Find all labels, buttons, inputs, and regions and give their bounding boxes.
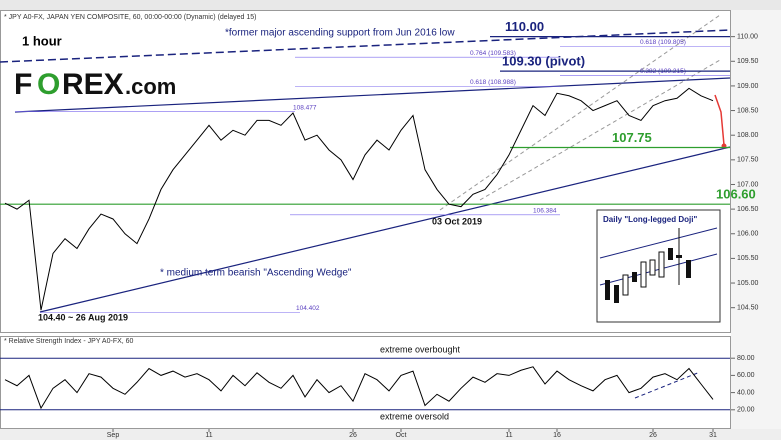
inset-candle — [649, 259, 656, 276]
header: * JPY A0-FX, JAPAN YEN COMPOSITE, 60, 00… — [4, 14, 257, 21]
inset-candle — [676, 255, 682, 258]
y-tick-label: 106.50 — [737, 206, 759, 213]
inset-candle — [605, 280, 610, 300]
rsi-y-tick-label: 80.00 — [737, 355, 755, 362]
y-tick-label: 107.50 — [737, 157, 759, 164]
y-tick-label: 110.00 — [737, 33, 758, 40]
y-axis-panel — [731, 10, 781, 430]
channel-upper — [439, 14, 721, 211]
x-tick-label: 26 — [349, 432, 357, 439]
rsi-threshold-label: extreme overbought — [380, 344, 461, 354]
fib-label: 106.384 — [533, 208, 557, 215]
y-tick-label: 105.50 — [737, 255, 759, 262]
drop-arrow — [714, 94, 725, 146]
price-line — [4, 87, 714, 311]
fib-label: 0.618 (109.805) — [640, 39, 686, 46]
former-support-line — [0, 29, 731, 63]
annotation: 104.40 ~ 26 Aug 2019 — [38, 312, 128, 322]
fib-label: 0.618 (108.988) — [470, 79, 516, 86]
x-tick-label: 11 — [205, 432, 212, 439]
x-axis-panel — [0, 429, 781, 440]
channel-lower — [479, 59, 721, 201]
rsi-threshold-label: extreme oversold — [380, 411, 449, 421]
inset-candle — [686, 260, 691, 278]
rsi-pane — [0, 336, 731, 429]
wedge-upper — [14, 77, 731, 113]
x-tick-label: 26 — [649, 432, 657, 439]
logo-com: .com — [125, 74, 176, 99]
annotation: * medium term bearish "Ascending Wedge" — [160, 268, 352, 279]
rsi-trendline — [634, 371, 701, 399]
level-label: 109.30 (pivot) — [502, 54, 585, 69]
level-label: 110.00 — [505, 19, 544, 34]
logo: F O REX .com — [14, 68, 176, 101]
level-label: 107.75 — [612, 130, 652, 145]
fib-label: 108.477 — [293, 104, 317, 111]
rsi-line — [4, 366, 714, 410]
inset-line — [599, 227, 718, 259]
doji-inset — [596, 209, 721, 323]
rsi-title: * Relative Strength Index - JPY A0-FX, 6… — [4, 338, 134, 345]
y-tick-label: 105.00 — [737, 280, 759, 287]
x-tick-label: 16 — [553, 432, 561, 439]
inset-candle — [632, 272, 637, 282]
x-tick-label: 11 — [505, 432, 512, 439]
y-tick-label: 107.00 — [737, 181, 759, 188]
y-tick-label: 109.00 — [737, 83, 759, 90]
toolbar — [0, 0, 781, 10]
rsi-y-tick-label: 40.00 — [737, 389, 755, 396]
fib-label: 104.402 — [296, 305, 320, 312]
annotation: 03 Oct 2019 — [432, 216, 482, 226]
annotation: *former major ascending support from Jun… — [225, 28, 455, 39]
rsi-y-tick-label: 20.00 — [737, 407, 755, 414]
logo-f: F — [14, 68, 32, 101]
fib-label: 0.764 (109.583) — [470, 50, 516, 57]
annotation: Daily "Long-legged Doji" — [603, 215, 697, 224]
x-tick-label: 31 — [709, 432, 717, 439]
y-tick-label: 108.50 — [737, 107, 759, 114]
x-tick-label: Oct — [396, 432, 407, 439]
inset-candle — [614, 285, 619, 303]
timeframe: 1 hour — [22, 33, 62, 48]
level-label: 106.60 — [716, 187, 756, 202]
inset-candle — [622, 274, 629, 296]
logo-rex: REX — [62, 68, 124, 101]
wedge-lower — [39, 146, 731, 313]
y-tick-label: 104.50 — [737, 305, 759, 312]
logo-o: O — [37, 68, 60, 101]
y-tick-label: 109.50 — [737, 58, 759, 65]
y-tick-label: 106.00 — [737, 231, 759, 238]
rsi-y-tick-label: 60.00 — [737, 372, 755, 379]
inset-candle — [658, 251, 665, 278]
x-tick-label: Sep — [107, 432, 120, 439]
inset-candle — [668, 248, 673, 260]
y-tick-label: 108.00 — [737, 132, 759, 139]
inset-candle — [640, 261, 647, 288]
